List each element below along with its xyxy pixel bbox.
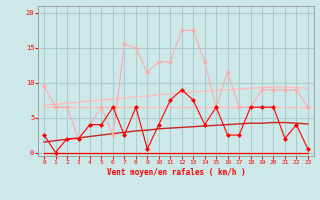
X-axis label: Vent moyen/en rafales ( km/h ): Vent moyen/en rafales ( km/h ) bbox=[107, 168, 245, 177]
